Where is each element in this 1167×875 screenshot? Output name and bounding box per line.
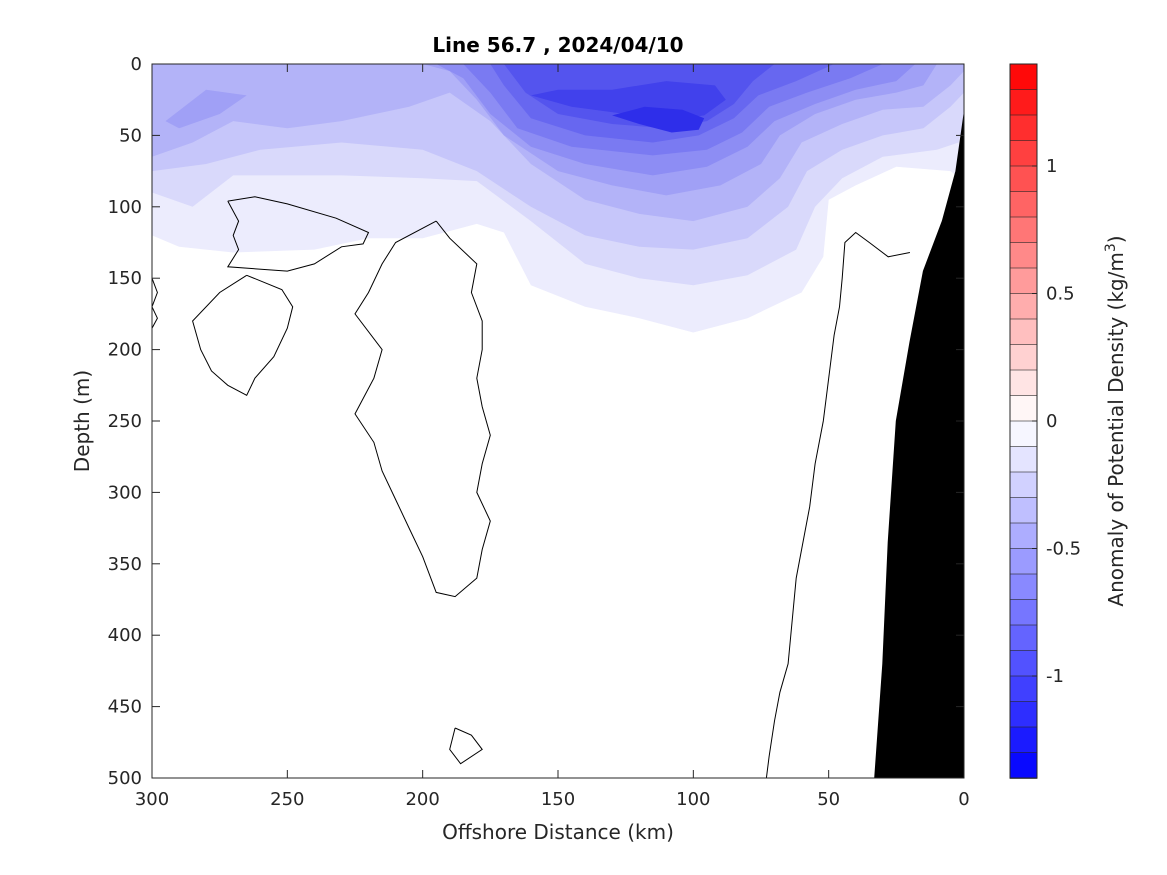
colorbar-swatch-15 <box>1009 446 1038 473</box>
y-tick-label-350: 350 <box>108 554 142 575</box>
colorbar-tick-label-1: 0.5 <box>1046 284 1075 305</box>
x-tick-label-250: 250 <box>270 789 304 810</box>
seafloor-layer <box>874 113 964 778</box>
zero-contour-1 <box>152 306 158 329</box>
colorbar-swatch-1 <box>1009 89 1038 116</box>
colorbar: 1 0.5 0 -0.5 -1 <box>1009 63 1081 779</box>
colorbar-swatch-25 <box>1009 701 1038 728</box>
y-axis-label: Depth (m) <box>70 370 94 472</box>
colorbar-swatch-13 <box>1009 395 1038 422</box>
y-tick-label-400: 400 <box>108 625 142 646</box>
x-tick-label-100: 100 <box>676 789 710 810</box>
y-tick-label-100: 100 <box>108 197 142 218</box>
y-tick-label-500: 500 <box>108 768 142 789</box>
zero-contour-2 <box>226 196 370 272</box>
seafloor-mask <box>874 113 964 778</box>
colorbar-swatch-16 <box>1009 471 1038 499</box>
zero-contour-4 <box>354 220 491 598</box>
zero-contour-layer <box>152 196 910 778</box>
y-tick-label-300: 300 <box>108 482 142 503</box>
colorbar-swatch-7 <box>1009 242 1038 269</box>
colorbar-swatch-19 <box>1009 548 1038 575</box>
colorbar-swatch-10 <box>1009 318 1038 346</box>
x-tick-label-150: 150 <box>541 789 575 810</box>
colorbar-swatch-24 <box>1009 675 1038 703</box>
colorbar-label-end: ) <box>1104 235 1128 243</box>
anomaly-fill-layer <box>152 64 964 333</box>
colorbar-swatch-2 <box>1009 114 1038 142</box>
y-tick-label-200: 200 <box>108 340 142 361</box>
y-axis: 0 50 100 150 200 250 300 350 400 450 500 <box>108 54 964 789</box>
y-tick-label-50: 50 <box>119 125 142 146</box>
x-tick-label-0: 0 <box>958 789 969 810</box>
chart-title: Line 56.7 , 2024/04/10 <box>432 33 683 57</box>
colorbar-swatch-17 <box>1009 497 1038 524</box>
colorbar-swatch-14 <box>1009 420 1038 448</box>
colorbar-swatch-23 <box>1009 650 1038 677</box>
colorbar-swatch-3 <box>1009 140 1038 167</box>
colorbar-swatch-9 <box>1009 293 1038 320</box>
colorbar-swatch-11 <box>1009 344 1038 371</box>
zero-contour-6 <box>765 231 910 778</box>
colorbar-tick-label-2: 0 <box>1046 411 1057 432</box>
zero-contour-0 <box>152 278 158 307</box>
colorbar-tick-label-3: -0.5 <box>1046 539 1081 560</box>
colorbar-tick-label-4: -1 <box>1046 666 1064 687</box>
x-axis: 300 250 200 150 100 50 0 <box>135 64 970 810</box>
x-tick-label-200: 200 <box>405 789 439 810</box>
colorbar-swatch-5 <box>1009 191 1038 218</box>
colorbar-swatch-20 <box>1009 573 1038 601</box>
colorbar-swatch-12 <box>1009 369 1038 397</box>
x-tick-label-300: 300 <box>135 789 169 810</box>
colorbar-swatch-0 <box>1009 63 1038 91</box>
y-tick-label-0: 0 <box>131 54 142 75</box>
x-tick-label-50: 50 <box>817 789 840 810</box>
colorbar-swatch-18 <box>1009 522 1038 550</box>
zero-contour-3 <box>192 274 294 396</box>
colorbar-swatch-21 <box>1009 599 1038 626</box>
colorbar-label-main: Anomaly of Potential Density (kg/m <box>1104 252 1128 606</box>
colorbar-swatch-22 <box>1009 624 1038 652</box>
colorbar-label-superscript: 3 <box>1103 243 1119 252</box>
y-tick-label-450: 450 <box>108 697 142 718</box>
colorbar-tick-label-0: 1 <box>1046 156 1057 177</box>
anomaly-band-11 <box>612 106 705 133</box>
colorbar-label: Anomaly of Potential Density (kg/m3) <box>1103 235 1128 606</box>
colorbar-swatch-26 <box>1009 726 1038 754</box>
anomaly-band-4 <box>165 89 247 129</box>
colorbar-swatch-6 <box>1009 216 1038 244</box>
y-tick-label-250: 250 <box>108 411 142 432</box>
colorbar-swatch-27 <box>1009 752 1038 779</box>
colorbar-swatch-4 <box>1009 165 1038 193</box>
x-axis-label: Offshore Distance (km) <box>442 820 674 844</box>
colorbar-swatch-8 <box>1009 267 1038 295</box>
zero-contour-5 <box>449 727 483 765</box>
y-tick-label-150: 150 <box>108 268 142 289</box>
